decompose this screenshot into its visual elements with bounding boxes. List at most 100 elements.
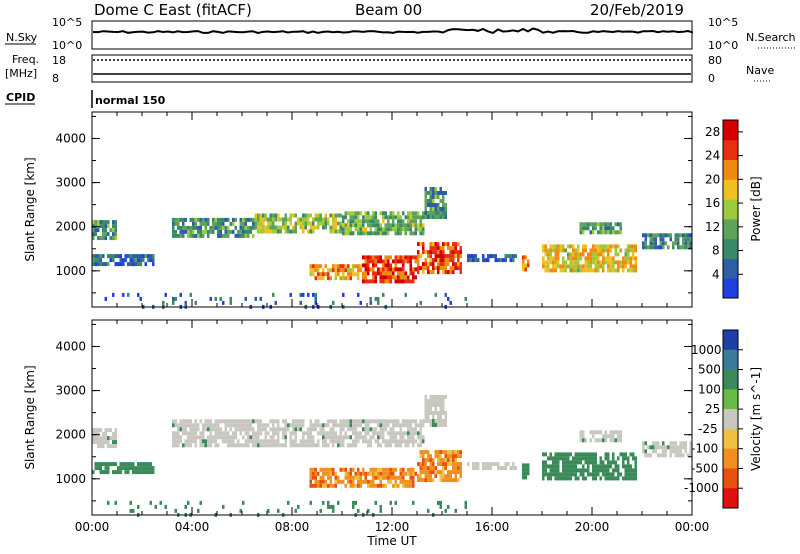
heatmap-cell (209, 439, 212, 444)
heatmap-cell (384, 215, 387, 220)
heatmap-cell (274, 300, 277, 305)
heatmap-cell (204, 423, 207, 428)
heatmap-cell (352, 475, 355, 480)
heatmap-cell (197, 427, 200, 432)
heatmap-cell (389, 223, 392, 228)
heatmap-cell (352, 419, 355, 424)
heatmap-cell (497, 462, 500, 467)
heatmap-cell (422, 262, 425, 267)
heatmap-cell (329, 427, 332, 432)
heatmap-cell (599, 244, 602, 249)
heatmap-cell (652, 233, 655, 238)
heatmap-cell (252, 221, 255, 226)
heatmap-cell (227, 217, 230, 222)
heatmap-cell (184, 443, 187, 448)
heatmap-cell (392, 475, 395, 480)
heatmap-cell (264, 439, 267, 444)
heatmap-cell (377, 300, 380, 305)
heatmap-cell (424, 399, 427, 403)
y-tick-label: 3000 (55, 176, 86, 190)
heatmap-cell (147, 466, 150, 471)
heatmap-cell (344, 419, 347, 424)
heatmap-cell (569, 252, 572, 257)
colorbar-swatch (723, 120, 738, 141)
heatmap-cell (389, 431, 392, 436)
heatmap-cell (97, 254, 100, 259)
heatmap-cell (562, 460, 565, 465)
heatmap-cell (152, 466, 155, 471)
colorbar-swatch (723, 389, 738, 410)
heatmap-cell (244, 431, 247, 436)
heatmap-cell (214, 217, 217, 222)
heatmap-cell (599, 464, 602, 469)
heatmap-cell (439, 411, 442, 415)
heatmap-cell (622, 460, 625, 465)
heatmap-cell (372, 471, 375, 476)
heatmap-cell (382, 431, 385, 436)
heatmap-cell (322, 467, 325, 472)
heatmap-cell (342, 427, 345, 432)
heatmap-cell (412, 431, 415, 436)
heatmap-cell (562, 464, 565, 469)
heatmap-cell (682, 233, 685, 238)
heatmap-cell (109, 428, 112, 433)
heatmap-cell (572, 264, 575, 269)
heatmap-cell (114, 462, 117, 467)
heatmap-cell (269, 225, 272, 230)
heatmap-cell (459, 474, 462, 479)
heatmap-cell (412, 255, 415, 260)
colorbar-swatch (723, 468, 738, 489)
heatmap-cell (359, 419, 362, 424)
heatmap-cell (599, 456, 602, 461)
heatmap-cell (337, 268, 340, 273)
heatmap-cell (422, 435, 425, 440)
heatmap-cell (622, 260, 625, 265)
heatmap-cell (677, 445, 680, 450)
heatmap-cell (542, 248, 545, 253)
heatmap-cell (352, 427, 355, 432)
heatmap-cell (669, 237, 672, 242)
heatmap-cell (432, 195, 435, 199)
heatmap-cell (612, 434, 615, 439)
heatmap-cell (387, 267, 390, 272)
heatmap-cell (109, 254, 112, 259)
heatmap-cell (254, 225, 257, 230)
heatmap-cell (434, 191, 437, 195)
heatmap-cell (427, 403, 430, 407)
heatmap-cell (302, 431, 305, 436)
heatmap-cell (337, 229, 340, 234)
heatmap-cell (322, 431, 325, 436)
heatmap-cell (344, 227, 347, 232)
heatmap-cell (329, 431, 332, 436)
heatmap-cell (342, 231, 345, 236)
heatmap-cell (422, 246, 425, 251)
heatmap-cell (494, 254, 497, 259)
heatmap-cell (94, 436, 97, 441)
heatmap-cell (427, 254, 430, 259)
heatmap-cell (632, 468, 635, 473)
heatmap-cell (384, 483, 387, 488)
heatmap-cell (572, 244, 575, 249)
heatmap-cell (574, 472, 577, 477)
heatmap-cell (254, 419, 257, 424)
heatmap-cell (662, 245, 665, 250)
heatmap-cell (259, 296, 262, 301)
heatmap-cell (179, 423, 182, 428)
heatmap-cell (594, 222, 597, 227)
heatmap-cell (177, 225, 180, 230)
heatmap-cell (312, 292, 315, 297)
heatmap-cell (509, 466, 512, 471)
heatmap-cell (259, 221, 262, 226)
heatmap-cell (94, 254, 97, 259)
heatmap-cell (544, 452, 547, 457)
heatmap-cell (424, 187, 427, 191)
heatmap-cell (342, 264, 345, 269)
heatmap-cell (447, 458, 450, 463)
heatmap-cell (214, 431, 217, 436)
heatmap-cell (279, 229, 282, 234)
heatmap-cell (624, 468, 627, 473)
heatmap-cell (364, 427, 367, 432)
heatmap-cell (174, 431, 177, 436)
heatmap-cell (677, 241, 680, 246)
y-tick-label: 3000 (55, 384, 86, 398)
